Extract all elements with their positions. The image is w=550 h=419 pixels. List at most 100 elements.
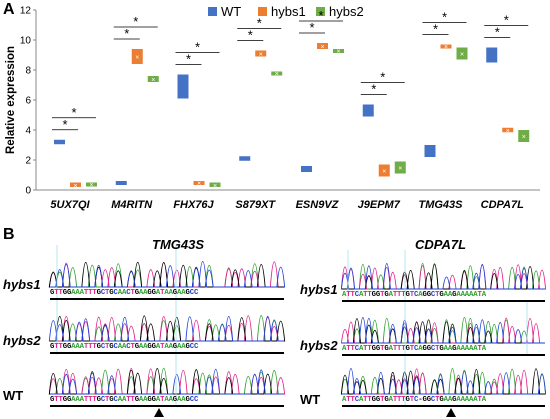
right-sequence-underline	[342, 405, 545, 407]
significance-star: *	[433, 22, 438, 37]
left-sequence-hybs2: GTTGGAAATTTGCTGCAACTGAAGGATAAGAAGCC	[50, 343, 199, 351]
bar-wt	[486, 47, 498, 63]
chromatogram-peak-trace	[340, 264, 547, 290]
category-label: J9EPM7	[358, 199, 401, 211]
chromatogram-peak-trace	[50, 261, 286, 288]
y-tick-label: 6	[25, 96, 31, 107]
right-sequence-underline	[342, 300, 545, 302]
bar-hybs1	[131, 49, 143, 64]
bar-wt	[362, 104, 374, 117]
category-label: CDPA7L	[481, 199, 524, 211]
bar-hybs2	[271, 71, 283, 76]
left-row-label-wt: WT	[3, 388, 24, 403]
left-sequence-underline	[50, 352, 284, 354]
bar-hybs1	[440, 44, 452, 49]
right-sequence-underline	[342, 354, 545, 356]
chromatogram-peak-trace	[50, 369, 284, 395]
legend-swatch-wt	[208, 7, 217, 16]
panel-letter-a: A	[3, 1, 15, 18]
left-sequence-underline	[50, 405, 284, 407]
y-tick-label: 2	[25, 156, 31, 167]
category-label: 5UX7QI	[50, 199, 90, 211]
bar-hybs1	[255, 50, 267, 57]
chromatogram-peak-trace	[342, 368, 547, 395]
bar-wt	[115, 181, 127, 185]
y-tick-label: 10	[20, 36, 32, 47]
significance-star: *	[309, 20, 314, 35]
left-sequence-wt: GTTGGAAATTTGCTGCAATTGAAGGATAAGAAGCC	[50, 396, 199, 404]
significance-star: *	[133, 14, 138, 29]
significance-star: *	[504, 13, 509, 28]
bar-wt	[424, 145, 436, 157]
significance-star: *	[257, 16, 262, 31]
y-axis-label: Relative expression	[5, 46, 17, 154]
bar-wt	[177, 74, 189, 99]
bar-marker: ×	[522, 134, 526, 141]
bar-marker: ×	[151, 77, 155, 84]
right-row-label-wt: WT	[300, 392, 321, 407]
significance-star: *	[62, 117, 67, 132]
y-tick-label: 8	[25, 66, 31, 77]
bar-marker: ×	[197, 181, 201, 188]
bar-hybs1	[502, 127, 514, 133]
significance-star: *	[248, 28, 253, 43]
bar-hybs2	[518, 130, 530, 142]
bar-hybs2	[333, 49, 344, 53]
legend-label-hybs2: hybs2	[329, 4, 364, 19]
bar-marker: ×	[506, 128, 510, 135]
chromatogram-title-left: TMG43S	[152, 237, 205, 252]
right-row-label-hybs2: hybs2	[300, 338, 338, 353]
bar-hybs1	[317, 43, 328, 49]
chromatogram-title-right: CDPA7L	[415, 237, 467, 252]
significance-star: *	[371, 82, 376, 97]
bar-wt	[301, 166, 312, 172]
legend-swatch-hybs2	[316, 7, 325, 16]
category-label: S879XT	[235, 199, 276, 211]
bar-hybs2	[147, 76, 159, 82]
chromatogram-peak-trace	[340, 263, 545, 290]
bar-hybs1	[70, 182, 81, 187]
bar-hybs2	[394, 161, 406, 174]
bar-marker: ×	[382, 169, 386, 176]
bar-marker: ×	[336, 49, 340, 56]
category-label: FHX76J	[173, 199, 214, 211]
chromatogram-peak-trace	[48, 316, 284, 342]
bar-marker: ×	[73, 183, 77, 190]
y-tick-label: 4	[25, 126, 31, 137]
bar-marker: ×	[259, 52, 263, 59]
y-tick-label: 12	[20, 6, 32, 17]
significance-star: *	[380, 70, 385, 85]
chromatogram-peak-trace	[342, 317, 545, 344]
panel-letter-b: B	[3, 226, 15, 243]
legend-label-hybs1: hybs1	[271, 4, 306, 19]
bar-hybs1	[193, 181, 205, 185]
category-label: M4RITN	[111, 199, 153, 211]
significance-star: *	[318, 8, 323, 23]
category-label: ESN9VZ	[296, 199, 340, 211]
legend-swatch-hybs1	[258, 7, 267, 16]
significance-star: *	[124, 26, 129, 41]
bar-hybs2	[456, 47, 468, 60]
bar-hybs1	[378, 164, 390, 177]
chromatogram-traces	[48, 245, 547, 405]
bar-hybs2	[209, 182, 221, 187]
significance-star: *	[186, 52, 191, 67]
bar-marker: ×	[398, 166, 402, 173]
bar-marker: ×	[460, 52, 464, 59]
bar-hybs2	[86, 182, 97, 187]
bar-marker: ×	[275, 71, 279, 78]
right-row-label-hybs1: hybs1	[300, 282, 338, 297]
chromatogram-peak-trace	[48, 368, 284, 395]
right-sequence-hybs1: ATTCATTGGTGATTTGTCAGGCTGAAGAAAAATA	[342, 291, 486, 299]
bar-marker: ×	[320, 44, 324, 51]
category-label: TMG43S	[418, 199, 463, 211]
left-row-label-hybs1: hybs1	[3, 277, 41, 292]
significance-star: *	[442, 10, 447, 25]
bar-wt	[239, 156, 251, 161]
bar-marker: ×	[135, 55, 139, 62]
expression-bar-chart: 0 2 4 6 8 10 12 Relative expression WT hybs1 hybs2…	[5, 4, 540, 211]
bar-marker: ×	[444, 44, 448, 51]
chromatogram-peak-trace	[342, 368, 545, 395]
right-sequence-wt: ATTCATTGGTGATTTGTC-GGCTGAAGAAAAATA	[342, 396, 486, 404]
